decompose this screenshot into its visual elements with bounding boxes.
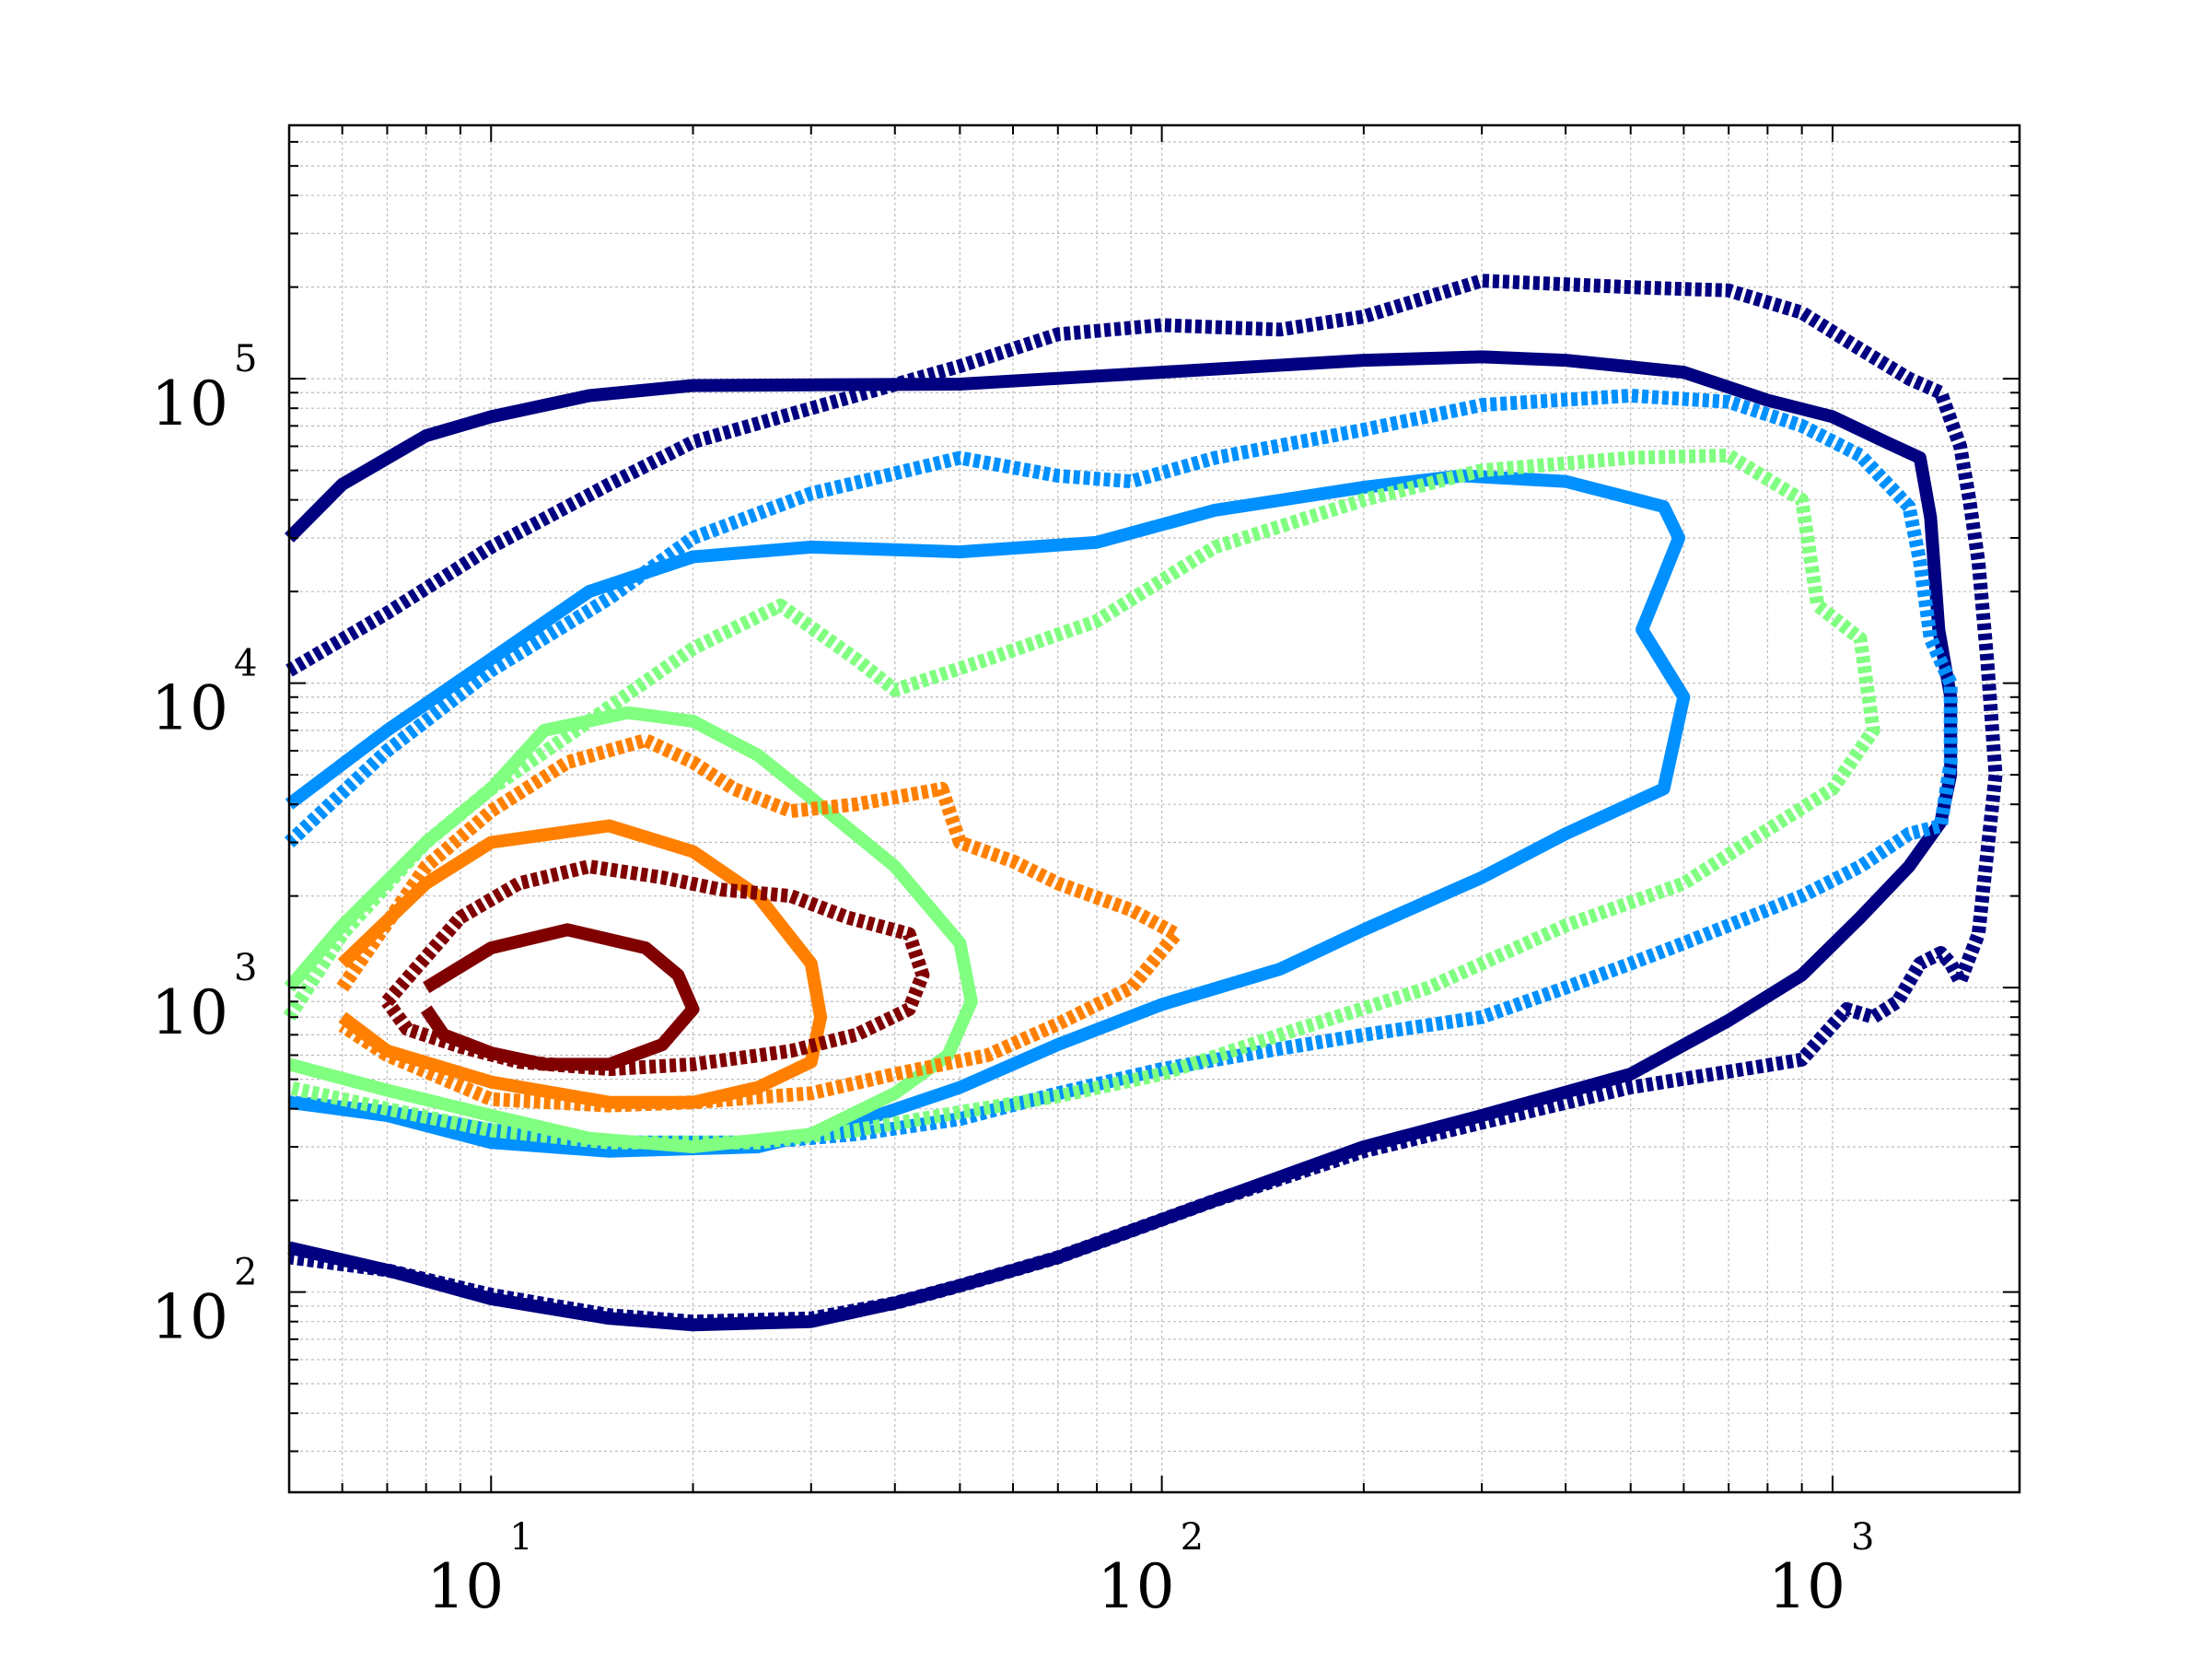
x-tick-label-exponent: 2 <box>1181 1516 1204 1559</box>
y-tick-label: 10 <box>151 1282 228 1353</box>
x-tick-label-exponent: 1 <box>509 1516 532 1559</box>
y-tick-label: 10 <box>151 673 228 744</box>
y-tick-label: 10 <box>151 368 228 439</box>
contour-line-dashed <box>381 859 930 1077</box>
x-tick-label: 10 <box>1098 1551 1175 1622</box>
grid <box>288 125 2020 1492</box>
plot-background <box>289 125 2020 1492</box>
contour-line-solid <box>337 819 828 1109</box>
x-tick-label: 10 <box>426 1551 504 1622</box>
contour-line-solid <box>285 350 1958 1332</box>
y-tick-label-exponent: 2 <box>234 1252 257 1294</box>
y-tick-label-exponent: 3 <box>234 947 257 989</box>
contour-line-dashed <box>284 389 1958 1150</box>
y-tick-label-exponent: 5 <box>234 338 257 380</box>
y-tick-label: 10 <box>151 977 228 1048</box>
contour-line-dashed <box>285 274 2003 1329</box>
contour-line-dashed <box>283 448 1880 1150</box>
contour-lines <box>283 274 2003 1332</box>
plot-frame <box>287 123 2021 1494</box>
x-tick-label-exponent: 3 <box>1851 1516 1874 1559</box>
x-tick-label: 10 <box>1768 1551 1845 1622</box>
contour-line-dashed <box>336 733 1183 1113</box>
y-tick-label-exponent: 4 <box>234 643 257 685</box>
